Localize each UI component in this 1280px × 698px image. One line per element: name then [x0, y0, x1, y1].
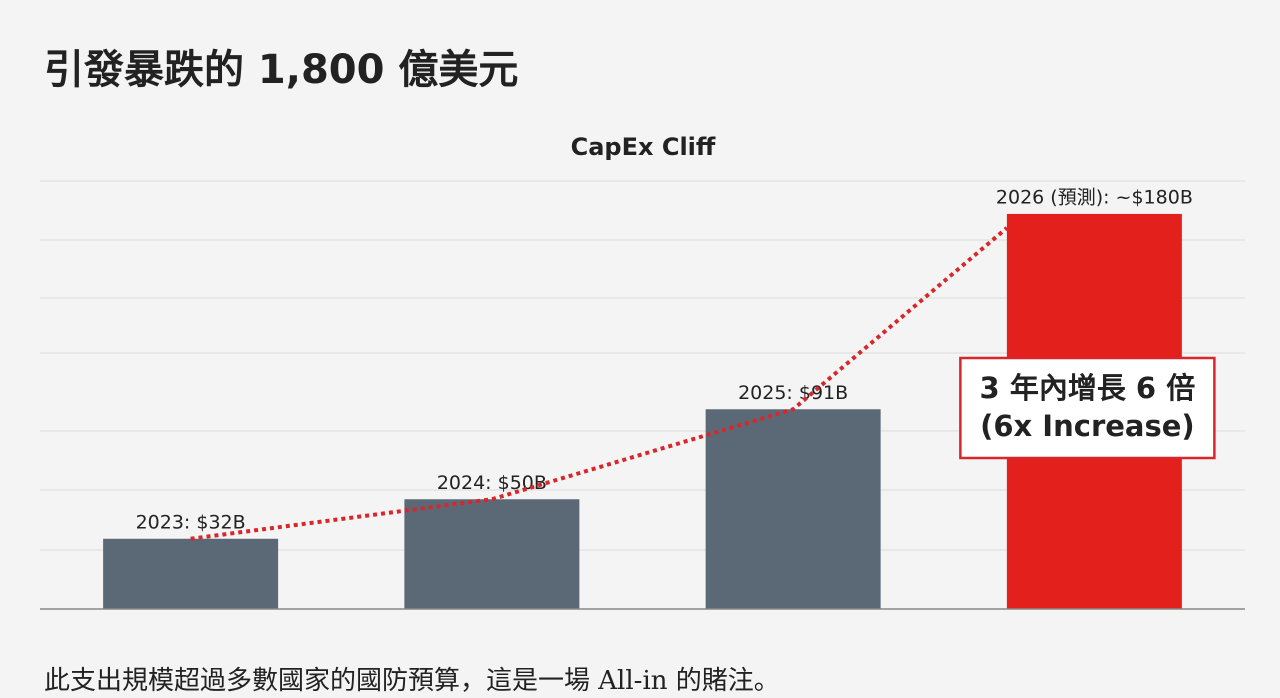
bar [404, 499, 580, 609]
chart-title: CapEx Cliff [571, 133, 716, 161]
plot: 2023: $32B 2024: $50B 2025: $91B 2026 (預測):… [103, 186, 1216, 609]
value-label: 2023: $32B [136, 511, 246, 533]
footer-text: 此支出規模超過多數國家的國防預算，這是一場 All-in 的賭注。 [44, 666, 780, 696]
value-label: 2025: $91B [738, 382, 848, 404]
bar [103, 538, 279, 609]
value-label: 2024: $50B [437, 472, 547, 494]
annotation-text: (6x Increase) [980, 409, 1195, 443]
slide-title: 引發暴跌的 1,800 億美元 [44, 47, 518, 93]
annotation-text: 3 年內增長 6 倍 [980, 371, 1196, 405]
annotation-box [959, 356, 1216, 460]
value-label: 2026 (預測): ~$180B [996, 186, 1193, 208]
bar [705, 409, 881, 609]
